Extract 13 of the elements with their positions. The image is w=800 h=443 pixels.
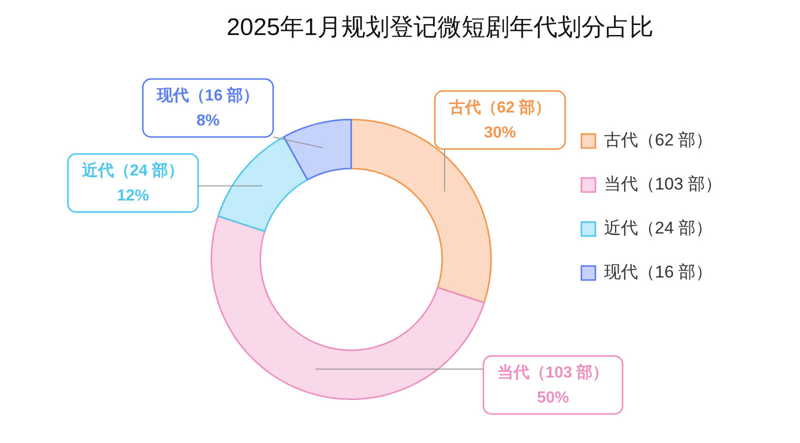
slice-label: 当代（103 部） bbox=[497, 363, 609, 382]
legend-label: 现代（16 部） bbox=[604, 262, 713, 282]
legend-label: 当代（103 部） bbox=[604, 174, 722, 194]
slice-label: 近代（24 部） bbox=[80, 161, 184, 180]
data-label: 50% bbox=[536, 389, 570, 406]
chart-title: 2025年1月规划登记微短剧年代划分占比 bbox=[226, 14, 654, 42]
legend-label: 近代（24 部） bbox=[604, 218, 713, 238]
data-label: 8% bbox=[196, 112, 220, 130]
legend-label: 古代（62 部） bbox=[604, 130, 713, 150]
data-label: 30% bbox=[484, 124, 516, 142]
slice-label: 古代（62 部） bbox=[448, 98, 552, 116]
slice-label: 现代（16 部） bbox=[156, 86, 260, 104]
data-label: 12% bbox=[116, 187, 150, 204]
